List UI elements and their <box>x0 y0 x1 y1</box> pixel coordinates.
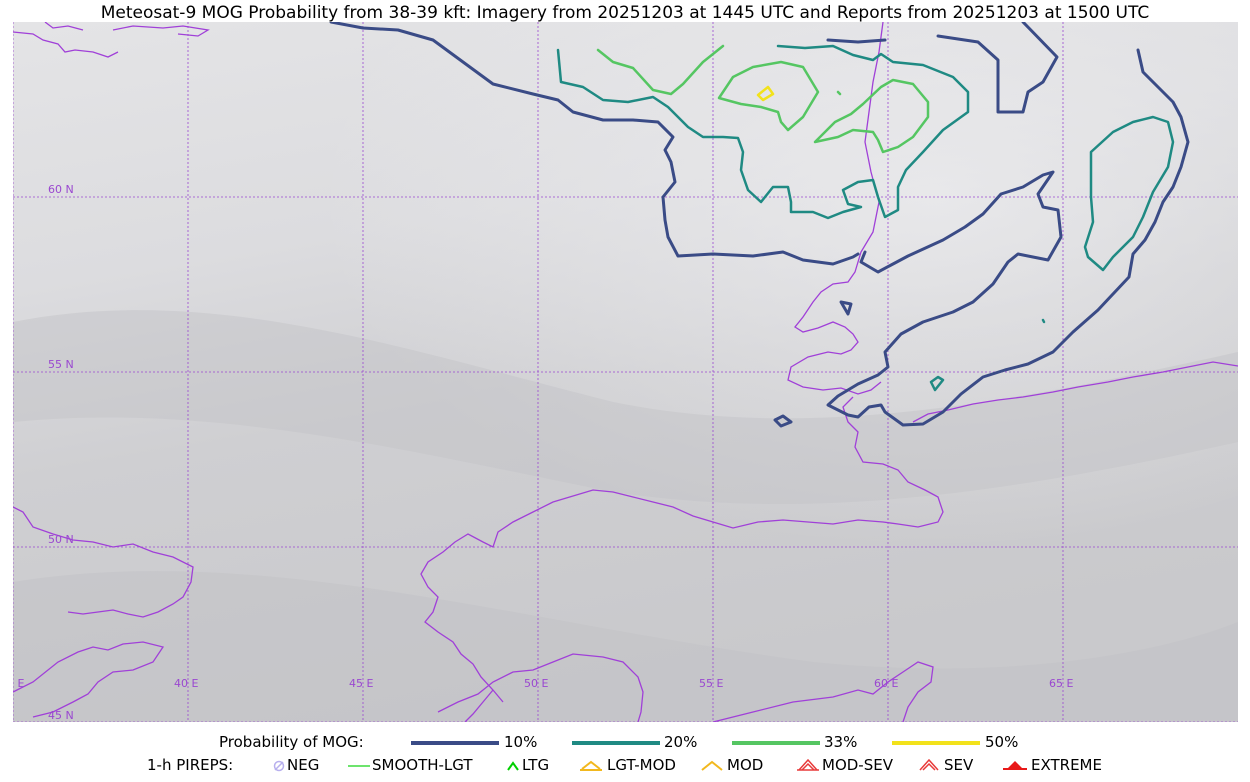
pirep-legend-label: 1-h PIREPS: <box>147 756 234 774</box>
extreme-icon <box>1003 761 1027 770</box>
lat-label-55: 55 N <box>48 358 74 371</box>
contour-33pct-east <box>813 78 930 154</box>
contour-20pct-small <box>929 318 1046 392</box>
lat-label-60: 60 N <box>48 183 74 196</box>
legend-item-10pct: 10% <box>504 733 538 751</box>
pirep-item-mod: MOD <box>727 756 764 774</box>
legend-line-20pct <box>572 741 660 745</box>
legend-item-20pct: 20% <box>664 733 698 751</box>
pirep-legend: 1-h PIREPS: NEG SMOOTH-LGT LTG LGT-MOD M… <box>0 756 1250 778</box>
contour-10pct-west <box>329 22 860 266</box>
probability-legend: Probability of MOG: 10% 20% 33% 50% <box>0 733 1250 753</box>
pirep-item-lgt-mod: LGT-MOD <box>607 756 676 774</box>
lat-label-45: 45 N <box>48 709 74 722</box>
legend-line-10pct <box>411 741 499 745</box>
contour-33pct-west <box>596 44 820 132</box>
contour-20pct-east <box>1083 115 1175 272</box>
contour-20pct-main <box>556 44 970 220</box>
lgt-mod-icon <box>580 760 602 771</box>
lon-label-40: 40 E <box>174 677 198 690</box>
pirep-item-smooth-lgt: SMOOTH-LGT <box>372 756 473 774</box>
lat-lon-grid <box>13 22 1238 722</box>
smooth-line-icon <box>348 765 370 767</box>
geographic-boundaries <box>13 22 1238 722</box>
legend-item-33pct: 33% <box>824 733 858 751</box>
lon-label-65: 65 E <box>1049 677 1073 690</box>
lon-label-55: 55 E <box>699 677 723 690</box>
neg-icon <box>273 760 285 772</box>
lon-label-50: 50 E <box>524 677 548 690</box>
ltg-caret-icon <box>507 761 519 771</box>
sev-icon <box>919 758 939 771</box>
pirep-item-neg: NEG <box>287 756 320 774</box>
pirep-item-extreme: EXTREME <box>1031 756 1102 774</box>
legend-line-33pct <box>732 741 820 745</box>
legend-item-50pct: 50% <box>985 733 1019 751</box>
lon-label-45: 45 E <box>349 677 373 690</box>
lon-label-60: 60 E <box>874 677 898 690</box>
pirep-item-ltg: LTG <box>522 756 550 774</box>
legend-line-50pct <box>892 741 980 745</box>
lon-label-35: 35 E <box>13 677 24 690</box>
mod-sev-icon <box>797 758 819 771</box>
contour-50pct <box>756 85 775 102</box>
pirep-item-sev: SEV <box>944 756 974 774</box>
map-title: Meteosat-9 MOG Probability from 38-39 kf… <box>100 3 1150 23</box>
probability-contours <box>329 22 1190 428</box>
mod-caret-icon <box>701 760 723 771</box>
pirep-item-mod-sev: MOD-SEV <box>822 756 893 774</box>
lat-label-50: 50 N <box>48 533 74 546</box>
probability-legend-label: Probability of MOG: <box>219 733 364 751</box>
contour-10pct-east <box>826 22 1190 427</box>
satellite-map: 60 N 55 N 50 N 45 N 35 E 40 E 45 E 50 E … <box>13 22 1238 722</box>
contour-10pct-small <box>773 300 853 428</box>
